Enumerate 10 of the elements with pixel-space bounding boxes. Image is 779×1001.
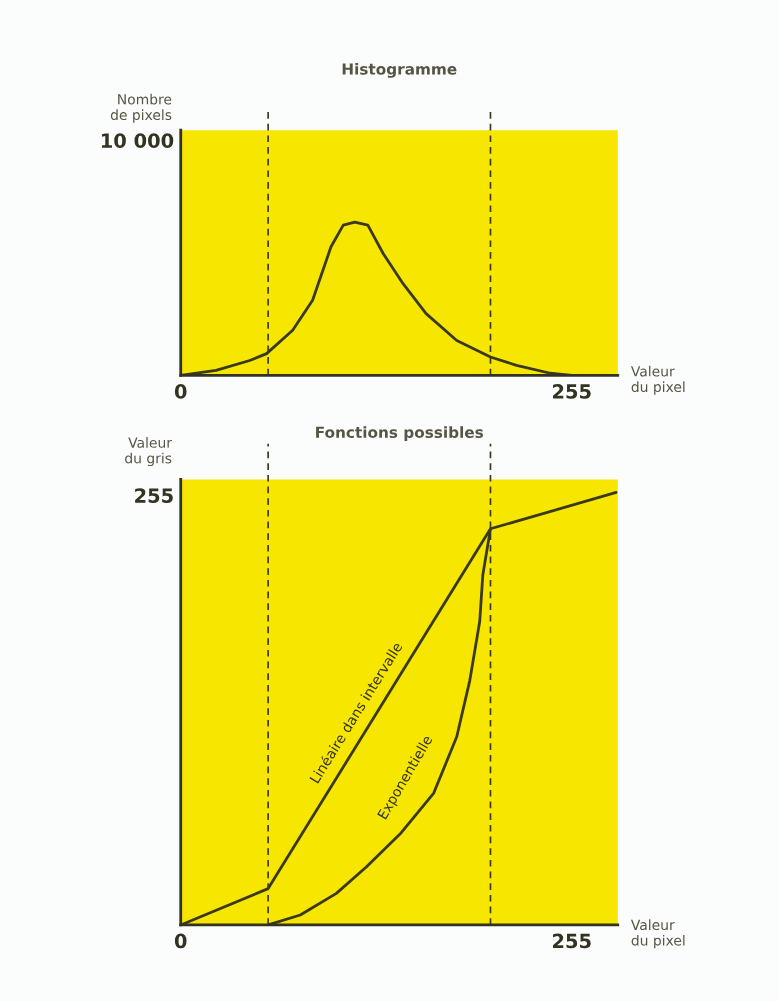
x-axis-title: Valeur du pixel bbox=[630, 919, 685, 949]
x-tick-label: 0 bbox=[174, 384, 187, 399]
y-axis-title: Nombre de pixels bbox=[110, 93, 172, 123]
chart-title: Fonctions possibles bbox=[316, 426, 484, 441]
text: 255 bbox=[135, 488, 173, 503]
x-axis-title: Valeur du pixel bbox=[630, 365, 685, 395]
text: 10 000 bbox=[101, 133, 174, 149]
y-axis-title: Valeur du gris bbox=[125, 437, 172, 467]
chart-title: Histogramme bbox=[342, 62, 457, 78]
x-tick-label: 0 bbox=[174, 933, 187, 949]
